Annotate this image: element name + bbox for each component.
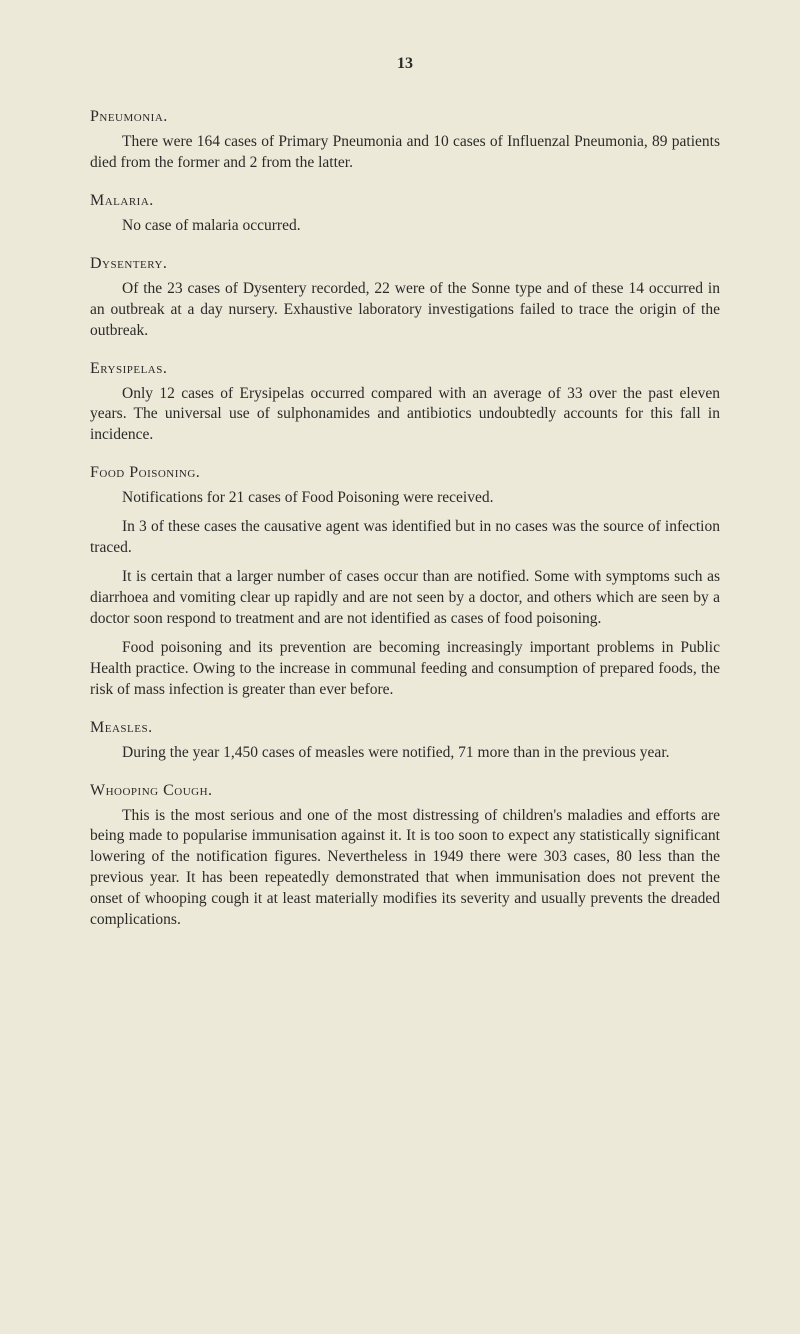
paragraph: Food poisoning and its prevention are be… xyxy=(90,638,720,701)
section-heading: Food Poisoning. xyxy=(90,464,720,482)
section-heading: Measles. xyxy=(90,719,720,737)
paragraph: During the year 1,450 cases of measles w… xyxy=(90,743,720,764)
section-measles: Measles. During the year 1,450 cases of … xyxy=(90,719,720,764)
section-food-poisoning: Food Poisoning. Notifications for 21 cas… xyxy=(90,464,720,700)
document-page: 13 Pneumonia. There were 164 cases of Pr… xyxy=(0,0,800,1334)
paragraph: There were 164 cases of Primary Pneumoni… xyxy=(90,132,720,174)
paragraph: Of the 23 cases of Dysentery recorded, 2… xyxy=(90,279,720,342)
page-number: 13 xyxy=(90,55,720,73)
section-heading: Erysipelas. xyxy=(90,360,720,378)
section-whooping-cough: Whooping Cough. This is the most serious… xyxy=(90,782,720,932)
paragraph: No case of malaria occurred. xyxy=(90,216,720,237)
paragraph: It is certain that a larger number of ca… xyxy=(90,567,720,630)
paragraph: This is the most serious and one of the … xyxy=(90,806,720,932)
section-pneumonia: Pneumonia. There were 164 cases of Prima… xyxy=(90,108,720,174)
paragraph: Notifications for 21 cases of Food Poiso… xyxy=(90,488,720,509)
paragraph: In 3 of these cases the causative agent … xyxy=(90,517,720,559)
section-heading: Pneumonia. xyxy=(90,108,720,126)
section-malaria: Malaria. No case of malaria occurred. xyxy=(90,192,720,237)
section-heading: Whooping Cough. xyxy=(90,782,720,800)
section-heading: Malaria. xyxy=(90,192,720,210)
paragraph: Only 12 cases of Erysipelas occurred com… xyxy=(90,384,720,447)
section-dysentery: Dysentery. Of the 23 cases of Dysentery … xyxy=(90,255,720,342)
section-heading: Dysentery. xyxy=(90,255,720,273)
section-erysipelas: Erysipelas. Only 12 cases of Erysipelas … xyxy=(90,360,720,447)
